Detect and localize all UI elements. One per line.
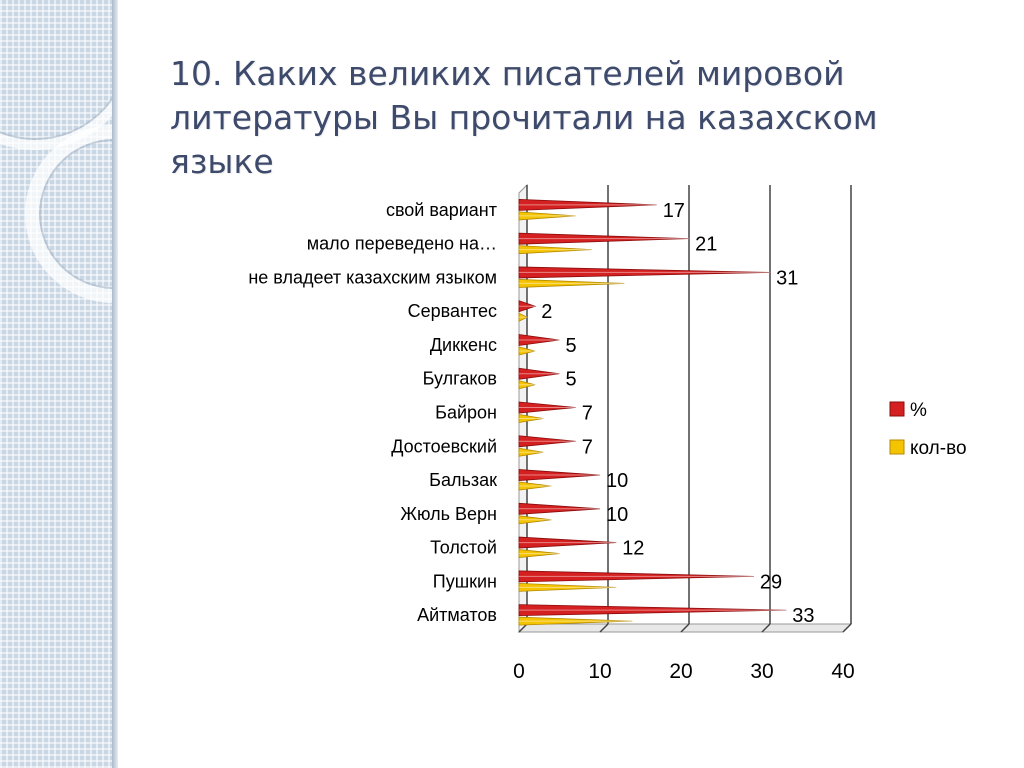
data-label: 10: [606, 504, 628, 526]
bar-count: [518, 515, 552, 525]
data-label: 17: [663, 200, 685, 222]
bar-count: [518, 582, 617, 592]
x-tick-label: 0: [513, 660, 525, 683]
bar-percent: [518, 198, 657, 211]
gridline-floor: [842, 623, 852, 633]
bar-percent: [518, 232, 690, 245]
category-label: Пушкин: [433, 571, 497, 591]
bar-percent: [518, 266, 771, 279]
decorative-side-strip: [0, 0, 112, 768]
bar-count: [518, 312, 529, 322]
bar-count: [518, 346, 536, 356]
category-label: Айтматов: [417, 605, 497, 625]
strip-edge: [112, 0, 118, 768]
data-label: 10: [606, 470, 628, 492]
category-label: Толстой: [430, 538, 497, 558]
data-label: 29: [760, 571, 782, 593]
legend-label: %: [910, 400, 927, 421]
bar-percent: [518, 502, 601, 515]
bar-percent: [518, 570, 754, 583]
bar-count: [518, 211, 576, 221]
gridline-floor: [518, 623, 528, 633]
bar-percent: [518, 604, 787, 617]
bar-count: [518, 549, 560, 559]
category-label: мало переведено на…: [307, 234, 497, 254]
bar-count: [518, 481, 552, 491]
legend-swatch: [889, 439, 905, 455]
category-label: Булгаков: [423, 369, 497, 389]
category-label: Бальзак: [429, 470, 497, 490]
x-tick-label: 10: [588, 660, 611, 683]
legend-swatch: [889, 401, 905, 417]
data-label: 7: [582, 436, 593, 458]
bar-count: [518, 414, 544, 423]
category-label: Диккенс: [430, 335, 497, 355]
data-label: 33: [792, 605, 814, 627]
data-label: 21: [695, 234, 717, 256]
data-label: 2: [541, 301, 552, 323]
category-label: Достоевский: [391, 436, 497, 456]
slide-title: 10. Каких великих писателей мировой лите…: [170, 54, 878, 181]
legend-label: кол-во: [910, 438, 967, 459]
data-label: 5: [566, 335, 577, 357]
bar-count: [518, 380, 536, 390]
bar-percent: [518, 300, 537, 313]
bar-percent: [518, 469, 601, 481]
data-label: 31: [776, 267, 798, 289]
category-label: Байрон: [435, 403, 497, 423]
gridline-floor: [761, 623, 771, 633]
bar-percent: [518, 536, 617, 549]
legend: % кол-во: [889, 400, 967, 459]
bar-percent: [518, 435, 576, 448]
category-label: Жюль Верн: [400, 504, 497, 524]
category-label: свой вариант: [386, 200, 497, 220]
bar-percent: [518, 334, 560, 346]
x-tick-label: 30: [750, 660, 773, 683]
labels: 0 10 20 30 40 17 свой вариант 21 мало переведено…: [248, 200, 854, 683]
data-label: 12: [622, 538, 644, 560]
x-tick-label: 40: [831, 660, 854, 683]
gridline-floor: [680, 623, 690, 633]
gridline-floor: [599, 623, 609, 633]
bars: [518, 198, 787, 626]
x-tick-label: 20: [669, 660, 692, 683]
bar-count: [518, 616, 633, 626]
bar-count: [518, 447, 544, 457]
bar-count: [518, 279, 625, 288]
bar-count: [518, 245, 592, 255]
category-label: Сервантес: [408, 301, 497, 321]
bar-percent: [518, 367, 560, 380]
data-label: 7: [582, 403, 593, 425]
bar-percent: [518, 401, 576, 414]
data-label: 5: [566, 369, 577, 391]
category-label: не владеет казахским языком: [248, 267, 497, 287]
